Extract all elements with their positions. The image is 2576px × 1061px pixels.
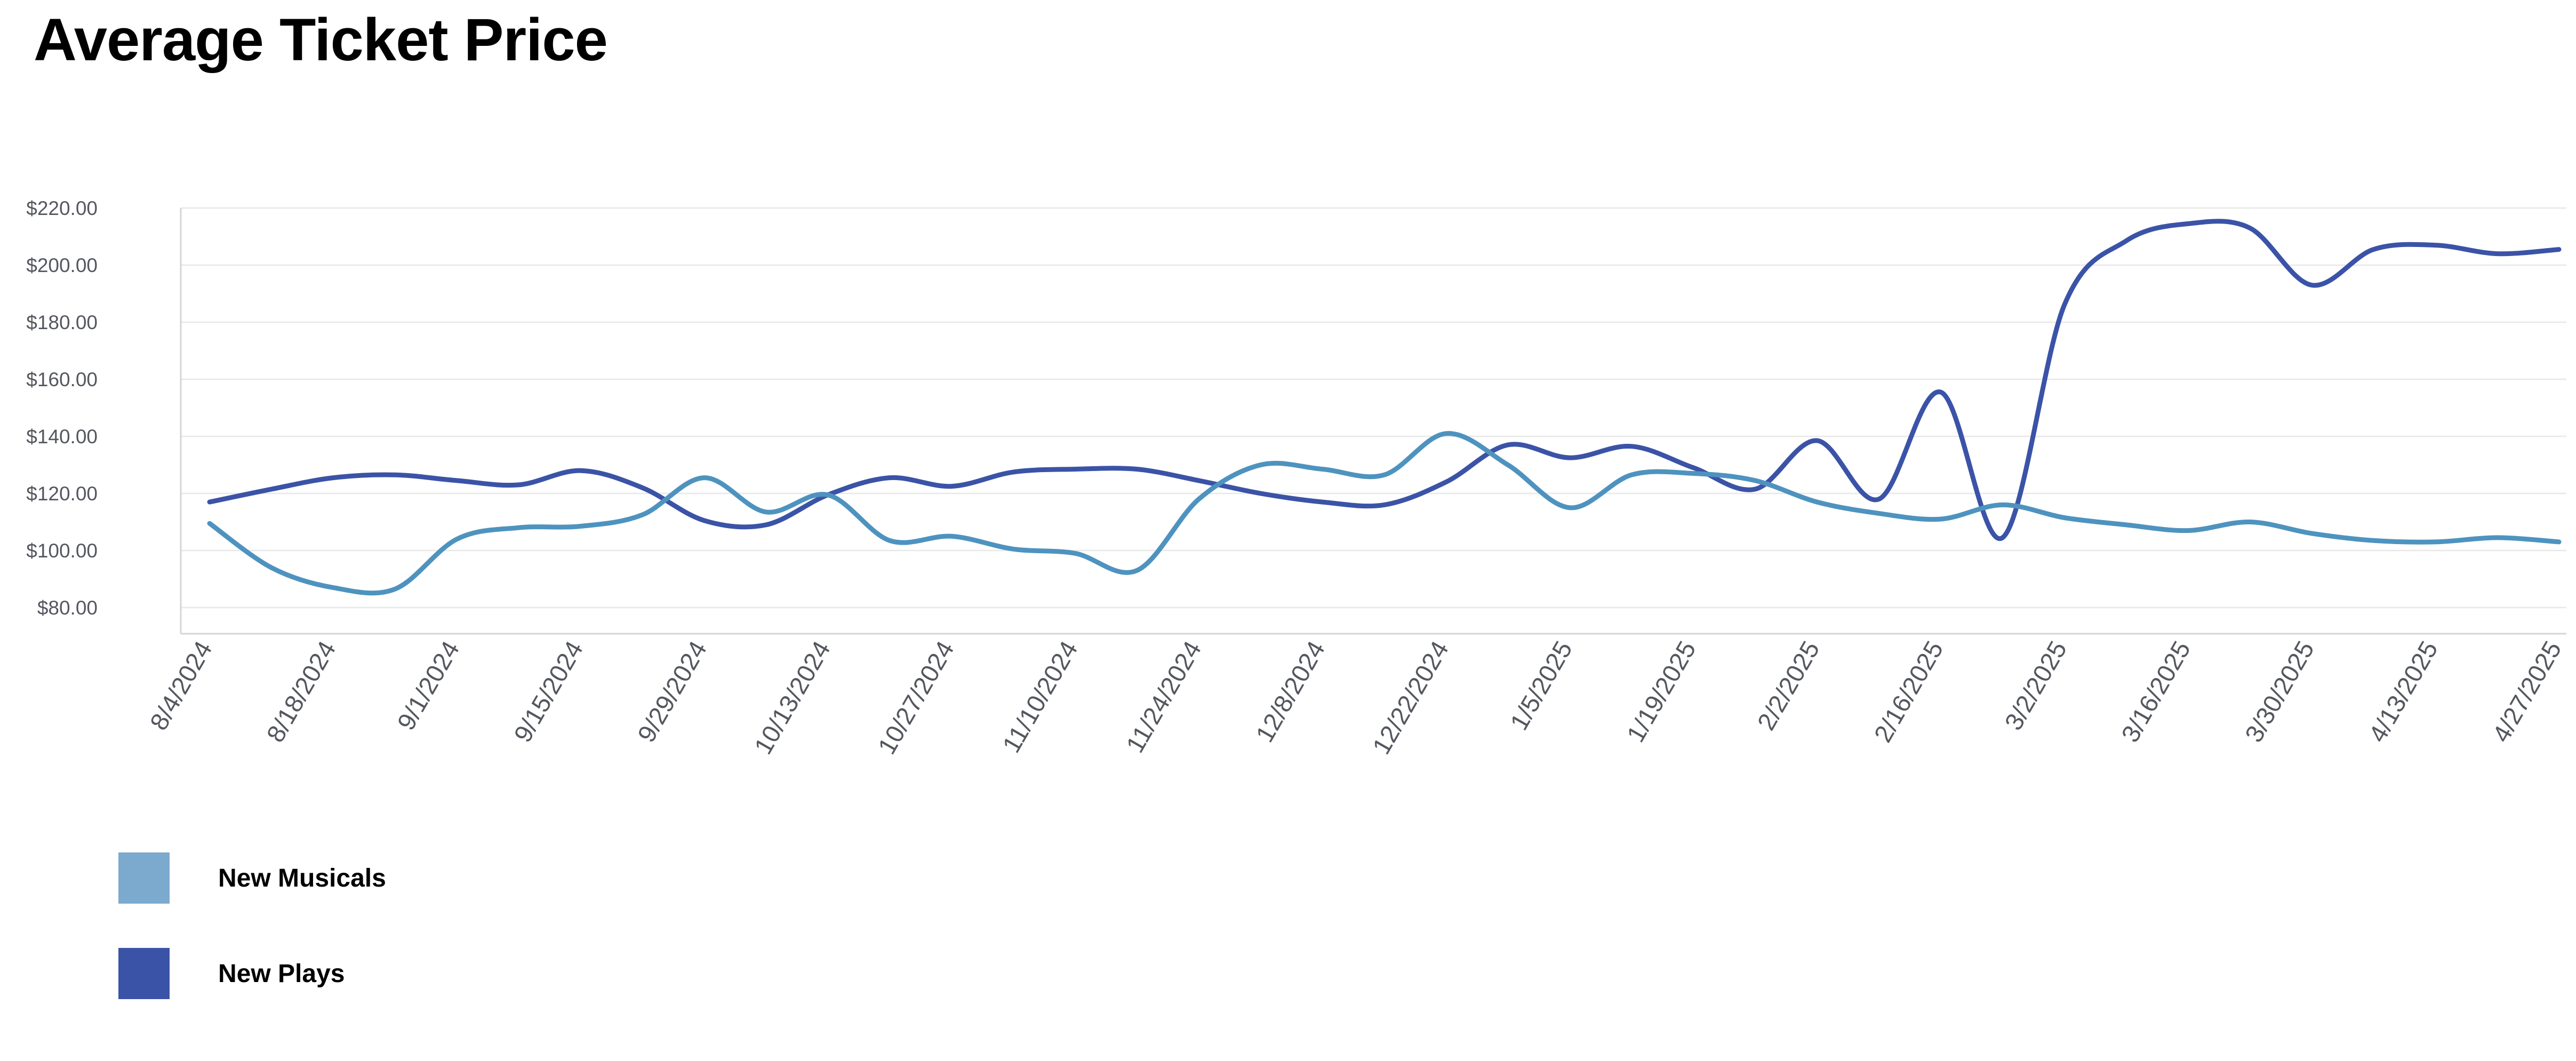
x-tick-label: 8/4/2024 <box>144 636 217 735</box>
x-tick-label: 12/8/2024 <box>1250 636 1330 747</box>
legend: New Musicals New Plays <box>118 852 386 1043</box>
legend-swatch-new-musicals <box>118 852 170 904</box>
legend-item-new-musicals[interactable]: New Musicals <box>118 852 386 904</box>
x-tick-label: 8/18/2024 <box>261 636 341 747</box>
x-tick-label: 1/5/2025 <box>1505 636 1578 735</box>
x-tick-label: 3/16/2025 <box>2116 636 2196 747</box>
x-tick-label: 3/2/2025 <box>1999 636 2072 735</box>
x-tick-label: 9/29/2024 <box>632 636 712 747</box>
chart-title: Average Ticket Price <box>34 6 608 73</box>
x-tick-label: 12/22/2024 <box>1367 636 1454 759</box>
y-tick-label: $160.00 <box>26 369 98 390</box>
x-tick-label: 2/2/2025 <box>1751 636 1825 735</box>
x-tick-label: 9/15/2024 <box>508 636 588 747</box>
y-tick-label: $180.00 <box>26 312 98 333</box>
y-tick-label: $200.00 <box>26 254 98 276</box>
series-line-new-musicals <box>207 431 2562 596</box>
x-tick-label: 1/19/2025 <box>1621 636 1701 747</box>
y-tick-label: $220.00 <box>26 197 98 219</box>
series-line-new-plays <box>207 219 2562 541</box>
y-tick-label: $120.00 <box>26 483 98 505</box>
x-tick-label: 11/10/2024 <box>997 636 1083 757</box>
legend-label-new-plays: New Plays <box>218 959 345 988</box>
x-tick-label: 10/27/2024 <box>872 636 959 759</box>
x-tick-label: 3/30/2025 <box>2239 636 2319 747</box>
legend-item-new-plays[interactable]: New Plays <box>118 948 386 999</box>
x-tick-label: 9/1/2024 <box>391 636 465 735</box>
x-tick-label: 10/13/2024 <box>748 636 836 759</box>
x-tick-label: 4/27/2025 <box>2486 636 2566 747</box>
x-tick-label: 11/24/2024 <box>1121 636 1207 757</box>
legend-swatch-new-plays <box>118 948 170 999</box>
y-tick-label: $140.00 <box>26 426 98 448</box>
y-tick-label: $80.00 <box>37 597 98 619</box>
legend-label-new-musicals: New Musicals <box>218 864 386 892</box>
x-tick-label: 4/13/2025 <box>2363 636 2443 747</box>
x-tick-label: 2/16/2025 <box>1868 636 1948 747</box>
y-tick-label: $100.00 <box>26 540 98 562</box>
